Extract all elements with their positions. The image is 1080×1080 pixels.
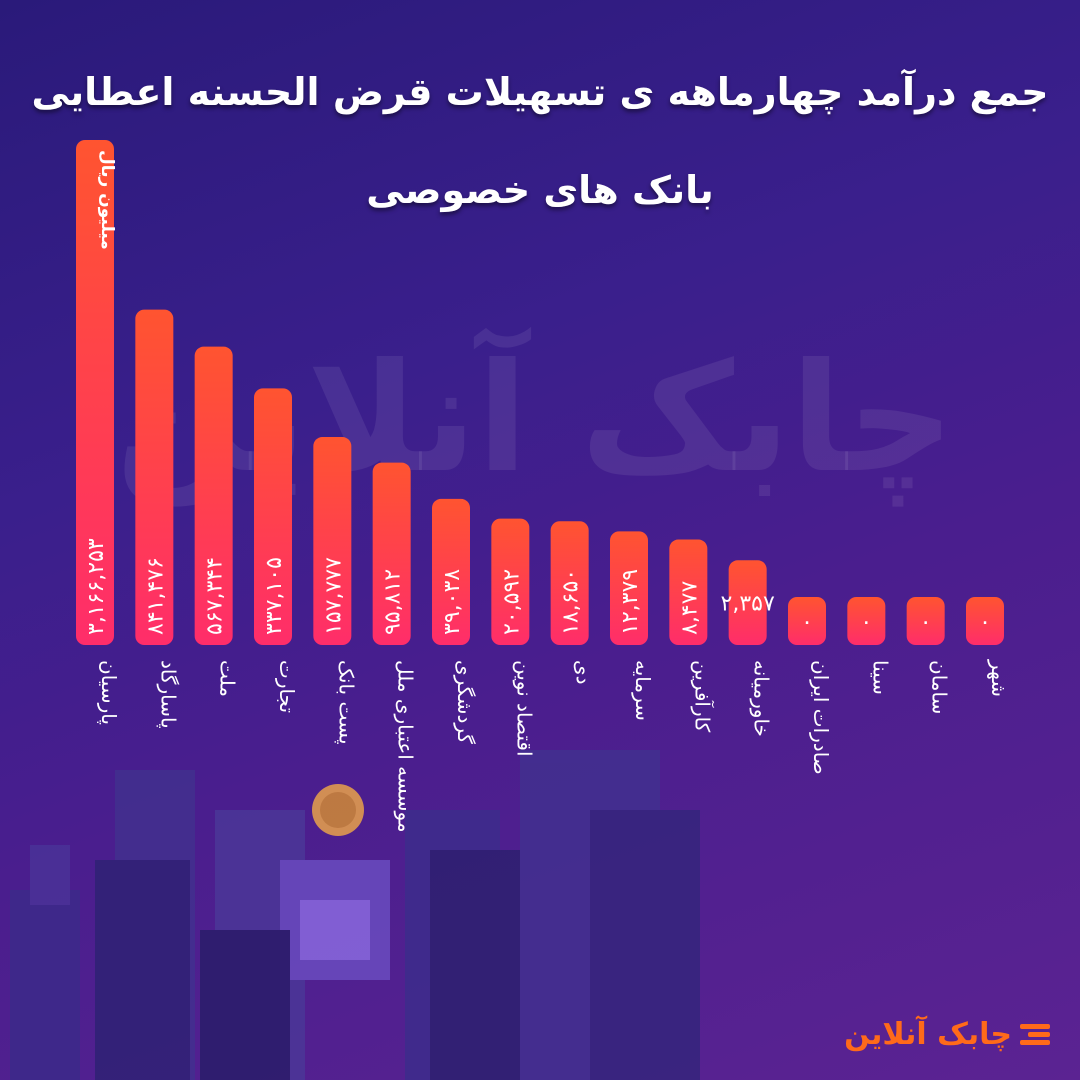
category-label: سامان — [928, 660, 952, 714]
chart-subtitle: بانک های خصوصی — [366, 168, 714, 212]
value-label: ۱۵۷,۷۷۷ — [321, 557, 346, 635]
category-label: اقتصاد نوین — [512, 660, 536, 757]
value-label: ۱۲,۳۷۹ — [618, 569, 643, 635]
value-label: ۳۹,۰۳۸ — [440, 569, 465, 635]
bar — [788, 597, 826, 645]
bar — [76, 140, 114, 645]
unit-label: میلیون ریال — [97, 150, 117, 250]
category-label: پاسارگاد — [155, 660, 180, 729]
bar — [610, 531, 648, 645]
value-label: ۱۸,۶۵۰ — [559, 569, 584, 635]
value-label: ۰ — [860, 610, 872, 635]
value-label: ۸,۴۷۷ — [677, 581, 702, 635]
value-label: ۹۵,۸۱۲ — [381, 569, 406, 635]
value-label: ۳۳۷,۱۰۵ — [262, 557, 287, 635]
value-label: ۵۶۷,۳۴۴ — [203, 557, 228, 635]
bar — [432, 498, 470, 645]
category-label: پارسیان — [96, 660, 121, 725]
category-label: ملت — [216, 660, 240, 697]
category-label: سینا — [868, 660, 892, 695]
category-label: سرمایه — [631, 660, 655, 721]
bar — [847, 597, 886, 645]
city-illustration — [10, 750, 700, 1080]
category-label: کارآفرین — [690, 660, 715, 733]
category-label: تجارت — [275, 660, 299, 713]
category-label: پست بانک — [333, 660, 358, 745]
bar — [313, 437, 352, 645]
bar — [966, 597, 1004, 645]
category-label: دی — [572, 660, 596, 685]
bar — [550, 521, 589, 645]
bar — [906, 597, 945, 645]
value-label: ۰ — [801, 610, 813, 635]
bar — [194, 346, 233, 645]
brand-logo: چابک آنلاین — [844, 1017, 1050, 1052]
bar — [254, 388, 292, 645]
value-label: ۸۴۱,۴۷۶ — [143, 557, 168, 635]
bar — [491, 518, 530, 645]
value-label: ۲۰,۵۹۲ — [499, 569, 524, 635]
category-label: موسسه اعتباری ملل — [394, 660, 418, 833]
brand-logo-text: چابک آنلاین — [844, 1017, 1012, 1052]
value-label: ۰ — [979, 610, 991, 635]
chart-title: جمع درآمد چهارماهه ی تسهیلات قرض الحسنه … — [31, 70, 1049, 114]
category-label: خاورمیانه — [750, 660, 774, 737]
category-label: صادرات ایران — [809, 660, 833, 775]
bar — [135, 309, 174, 645]
stripes-logo-icon — [1020, 1023, 1050, 1046]
watermark: چابک آنلاین — [115, 327, 955, 507]
category-label: گردشگری — [453, 660, 477, 744]
bar — [669, 539, 708, 645]
bar — [728, 560, 767, 645]
value-label: ۲,۳۵۷ — [721, 592, 775, 617]
value-label: ۳,۱۶۶,۲۵۳ — [84, 538, 109, 635]
value-label: ۰ — [920, 610, 932, 635]
bar — [372, 462, 411, 645]
category-label: شهر — [987, 659, 1011, 697]
